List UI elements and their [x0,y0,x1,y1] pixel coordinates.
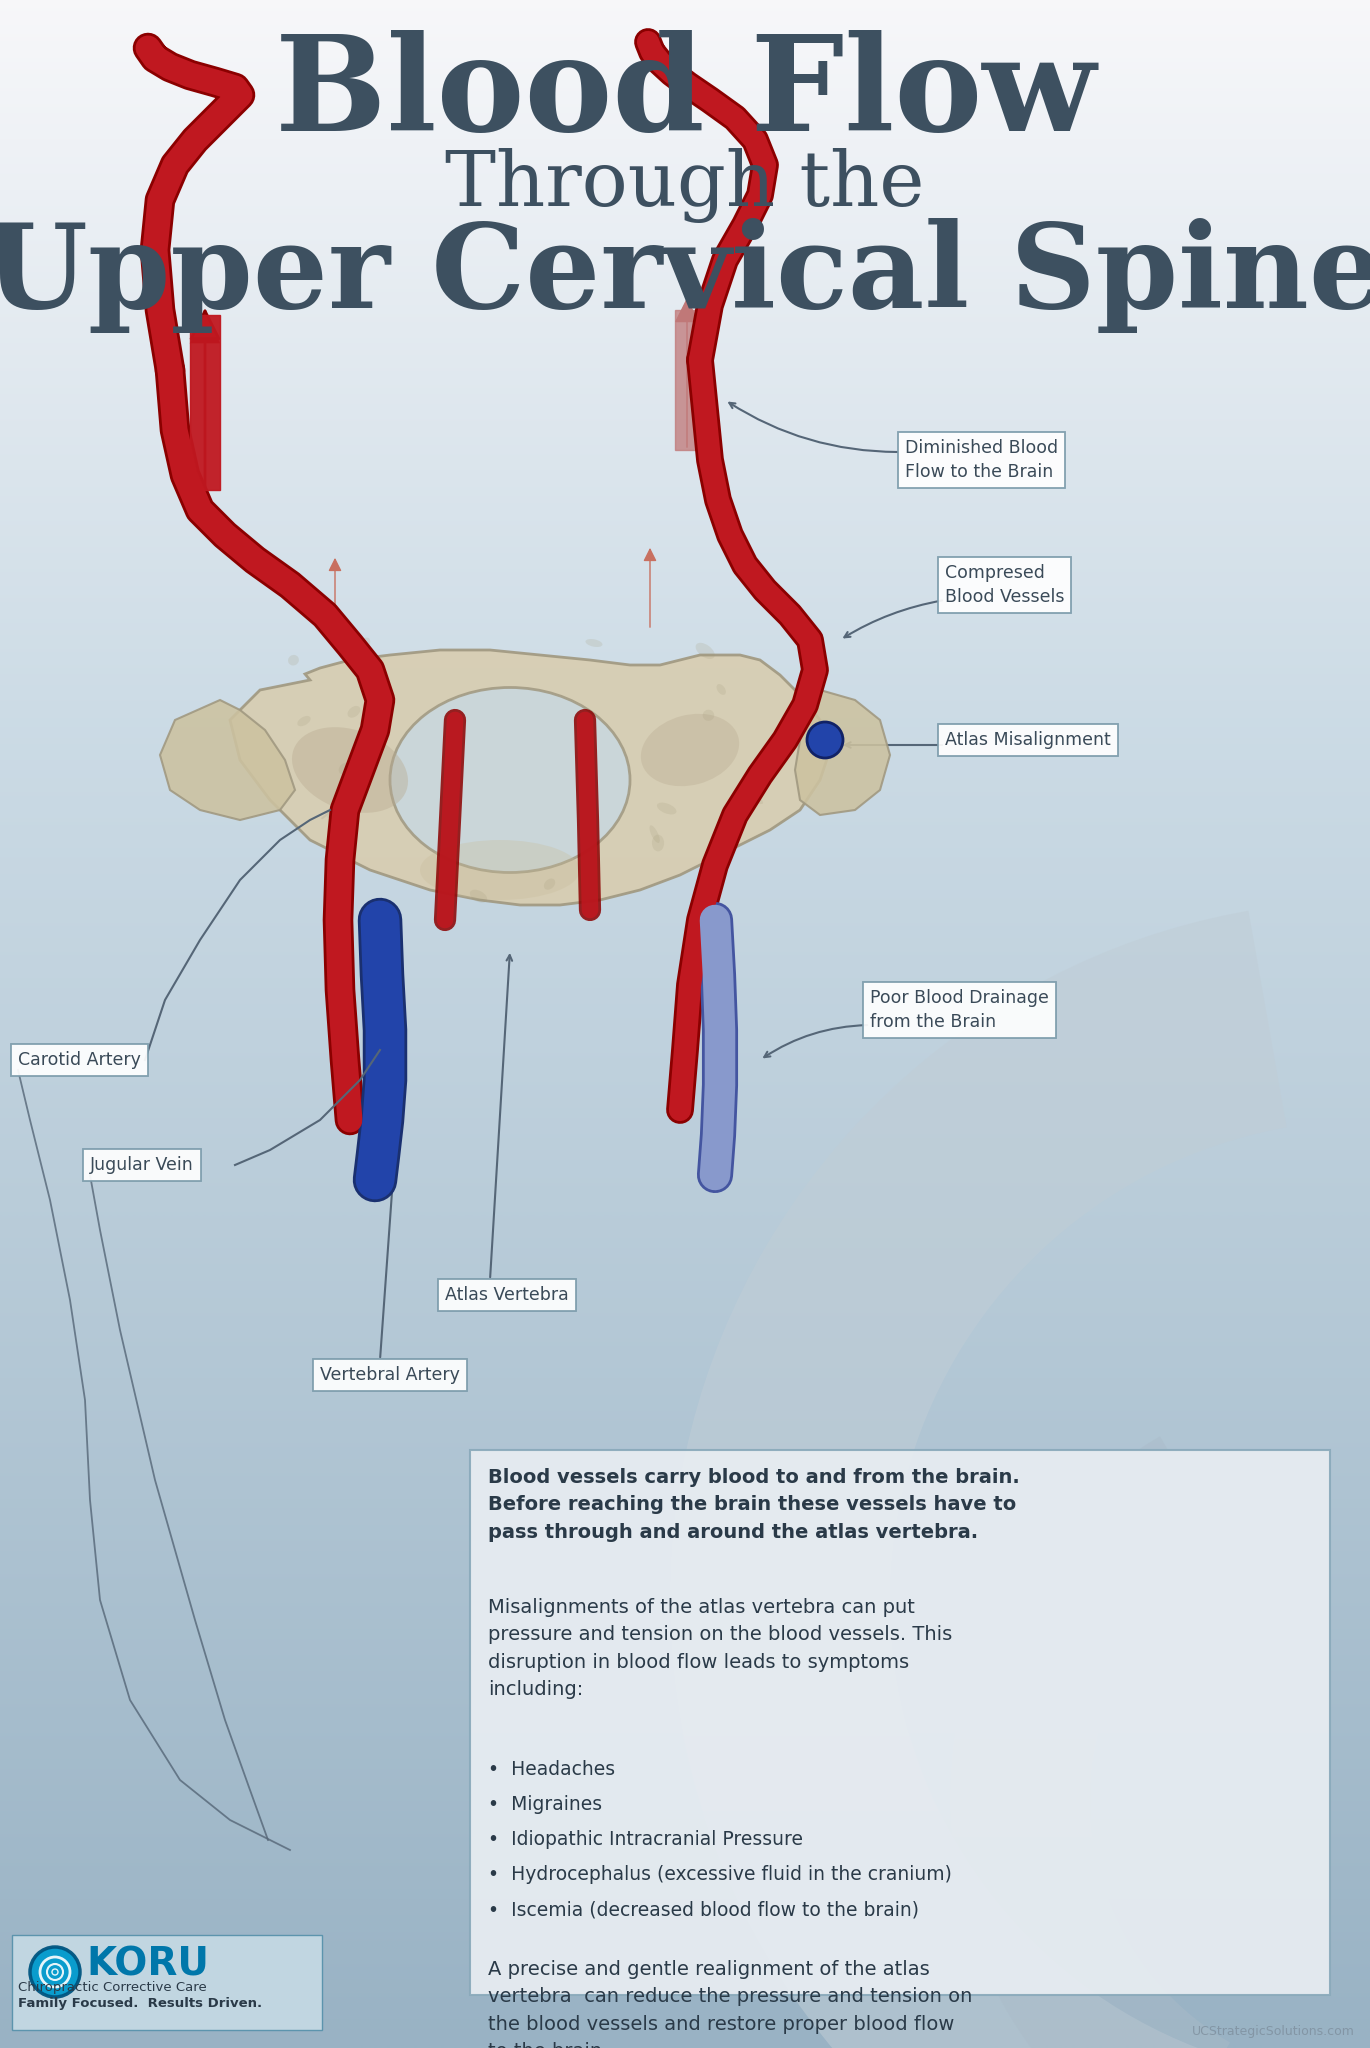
Ellipse shape [703,711,714,721]
Text: •  Hydrocephalus (excessive fluid in the cranium): • Hydrocephalus (excessive fluid in the … [488,1866,952,1884]
Text: Through the: Through the [445,147,925,223]
Ellipse shape [652,836,664,852]
Text: Blood vessels carry blood to and from the brain.
Before reaching the brain these: Blood vessels carry blood to and from th… [488,1468,1019,1542]
Text: Vertebral Artery: Vertebral Artery [321,1366,460,1384]
Polygon shape [160,700,295,819]
Ellipse shape [649,825,660,844]
Ellipse shape [470,889,488,903]
Text: •  Idiopathic Intracranial Pressure: • Idiopathic Intracranial Pressure [488,1831,803,1849]
Circle shape [30,1948,79,1997]
Text: Atlas Misalignment: Atlas Misalignment [945,731,1111,750]
Ellipse shape [421,840,580,899]
Circle shape [807,723,843,758]
Text: Poor Blood Drainage
from the Brain: Poor Blood Drainage from the Brain [870,989,1049,1030]
Text: UCStrategicSolutions.com: UCStrategicSolutions.com [1192,2025,1355,2038]
Text: Chiropractic Corrective Care: Chiropractic Corrective Care [18,1982,207,1995]
Ellipse shape [717,684,726,694]
Text: A precise and gentle realignment of the atlas
vertebra  can reduce the pressure : A precise and gentle realignment of the … [488,1960,973,2048]
Ellipse shape [297,717,311,727]
Ellipse shape [585,639,603,647]
Polygon shape [949,1436,1230,2048]
Ellipse shape [348,707,360,717]
Polygon shape [230,649,830,905]
Text: Family Focused.  Results Driven.: Family Focused. Results Driven. [18,1997,262,2009]
Text: Compresed
Blood Vessels: Compresed Blood Vessels [945,563,1064,606]
Ellipse shape [355,637,370,655]
Text: •  Iscemia (decreased blood flow to the brain): • Iscemia (decreased blood flow to the b… [488,1901,919,1919]
Ellipse shape [333,866,349,877]
Polygon shape [670,911,1286,2048]
Ellipse shape [544,879,555,889]
Text: •  Headaches: • Headaches [488,1759,615,1780]
Text: •  Migraines: • Migraines [488,1794,603,1815]
Text: Atlas Vertebra: Atlas Vertebra [445,1286,569,1305]
Polygon shape [190,315,221,489]
Text: Blood Flow: Blood Flow [274,31,1096,160]
Polygon shape [675,309,700,451]
Text: KORU: KORU [86,1946,210,1985]
Ellipse shape [658,803,677,815]
Ellipse shape [288,655,299,666]
Text: Diminished Blood
Flow to the Brain: Diminished Blood Flow to the Brain [906,438,1058,481]
FancyBboxPatch shape [470,1450,1330,1995]
Ellipse shape [641,715,740,786]
Text: Carotid Artery: Carotid Artery [18,1051,141,1069]
Ellipse shape [390,688,630,872]
Text: Misalignments of the atlas vertebra can put
pressure and tension on the blood ve: Misalignments of the atlas vertebra can … [488,1597,952,1698]
Ellipse shape [292,727,408,813]
Ellipse shape [696,643,715,659]
Text: Upper Cervical Spine: Upper Cervical Spine [0,217,1370,334]
Polygon shape [795,690,890,815]
FancyBboxPatch shape [12,1935,322,2030]
Text: Jugular Vein: Jugular Vein [90,1155,193,1174]
Ellipse shape [338,762,351,774]
Ellipse shape [745,791,763,805]
